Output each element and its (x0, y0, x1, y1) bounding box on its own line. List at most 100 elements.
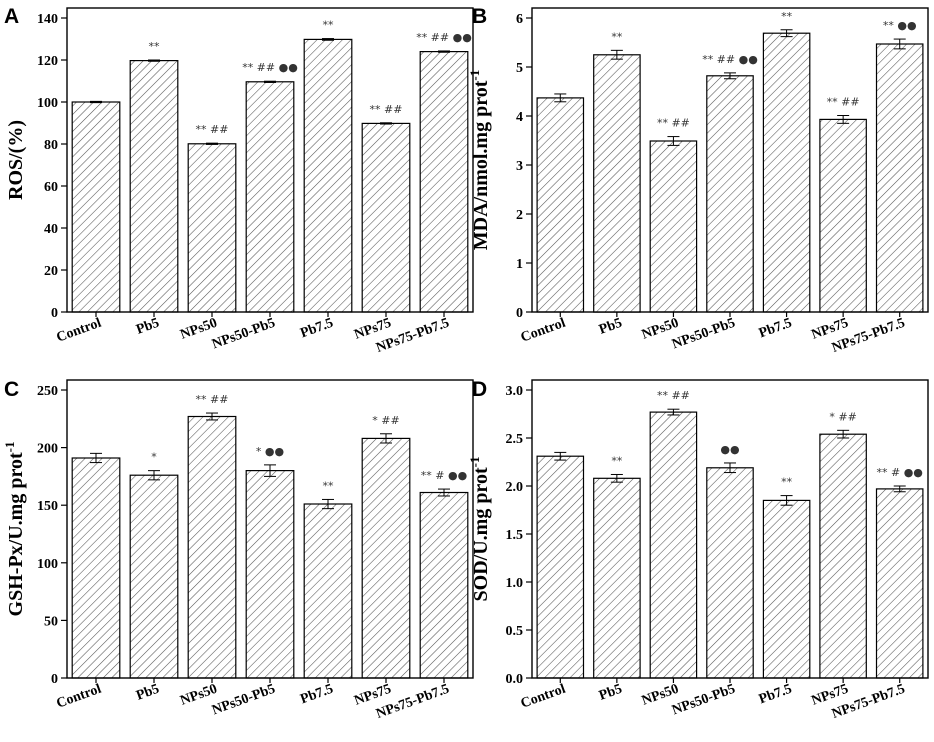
panel-letter: A (4, 5, 19, 28)
bar-nps50-pb5 (706, 75, 754, 313)
error-bar (893, 38, 906, 50)
error-bar (90, 100, 102, 104)
y-axis-title-text: GSH-Px/U.mg prot (5, 452, 27, 616)
bar-pb5 (129, 474, 179, 679)
significance-label: * ## (829, 410, 856, 423)
error-bar (148, 59, 160, 62)
bar-nps75 (361, 437, 411, 679)
bar-nps75 (819, 118, 867, 313)
y-tick-label: 0.0 (506, 672, 524, 687)
y-tick-label: 6 (516, 12, 523, 27)
bar-pb5 (593, 477, 641, 679)
y-tick-label: 250 (37, 384, 58, 399)
significance-label: ** (149, 40, 161, 53)
significance-label: ** (611, 455, 623, 468)
y-tick-label: 3 (516, 159, 523, 174)
error-bar (90, 452, 102, 464)
error-bar (148, 470, 160, 481)
y-axis-title-text: SOD/U.mg prot (470, 467, 492, 601)
x-tick-label: Pb5 (597, 682, 624, 704)
y-tick-label: 80 (44, 138, 58, 153)
y-axis-title: SOD/U.mg prot-1 (467, 457, 492, 602)
panel-letter: C (4, 378, 19, 401)
error-bar (554, 451, 567, 461)
bar-nps50 (187, 143, 237, 313)
significance-label: ** ## (657, 389, 690, 402)
y-axis-title: ROS/(%) (5, 120, 27, 200)
significance-label: ** (323, 479, 335, 492)
bar-nps75-pb7-5 (419, 50, 469, 313)
error-bar (322, 498, 334, 510)
y-tick-label: 140 (37, 12, 58, 27)
y-tick-label: 5 (516, 61, 523, 76)
y-tick-label: 1 (516, 257, 523, 272)
y-tick-label: 100 (37, 96, 58, 111)
y-tick-label: 120 (37, 54, 58, 69)
y-tick-label: 150 (37, 499, 58, 514)
bar-nps50-pb5 (245, 470, 295, 679)
bar-nps75-pb7-5 (419, 491, 469, 679)
error-bar (893, 485, 906, 493)
y-axis-title-text: ROS/(%) (5, 120, 27, 200)
bar-control (71, 457, 121, 679)
error-bar (264, 80, 276, 83)
bar-control (536, 455, 585, 679)
y-axis-title-superscript: -1 (2, 442, 17, 453)
error-bar (206, 142, 218, 145)
y-tick-label: 40 (44, 222, 58, 237)
bar-nps75-pb7-5 (875, 43, 924, 313)
x-tick-label: Control (519, 682, 568, 712)
significance-label: ** ## (657, 117, 690, 130)
x-tick-label: NPs50-Pb5 (210, 682, 277, 719)
y-tick-label: 3.0 (506, 384, 524, 399)
significance-label: ** ## (196, 393, 229, 406)
bar-nps75-pb7-5 (875, 488, 924, 679)
panel-letter: B (472, 5, 487, 28)
x-tick-label: NPs50-Pb5 (210, 316, 277, 353)
error-bar (322, 38, 334, 41)
bar-nps50-pb5 (245, 81, 295, 313)
significance-label: ** (781, 476, 793, 489)
significance-label: * (151, 451, 157, 464)
error-bar (724, 72, 736, 80)
axes-frame (66, 379, 474, 679)
axes-frame (531, 7, 929, 313)
y-tick-label: 1.5 (506, 528, 524, 543)
bar-control (71, 101, 121, 313)
significance-label: ** ## (370, 103, 403, 116)
bar-pb7-5 (762, 499, 811, 679)
bar-pb7-5 (303, 503, 353, 679)
y-tick-label: 2.0 (506, 480, 524, 495)
axes-frame (66, 7, 474, 313)
error-bar (438, 488, 450, 497)
x-tick-label: Pb7.5 (757, 316, 794, 342)
error-bar (667, 408, 680, 416)
x-tick-label: Pb5 (134, 682, 161, 704)
x-tick-label: Pb7.5 (757, 682, 794, 708)
y-axis-title: MDA/nmol.mg prot-1 (467, 70, 492, 250)
error-bar (610, 49, 623, 60)
bar-nps50 (649, 411, 698, 679)
y-tick-label: 0.5 (506, 624, 524, 639)
error-bar (780, 29, 793, 38)
error-bar (837, 429, 850, 439)
error-bar (380, 122, 392, 125)
bar-nps50 (187, 415, 237, 679)
bar-control (536, 97, 585, 313)
error-bar (380, 433, 392, 444)
error-bar (438, 50, 450, 53)
bar-pb7-5 (762, 32, 811, 313)
y-axis-title-text: MDA/nmol.mg prot (470, 80, 492, 250)
error-bar (780, 495, 793, 506)
significance-label: ** ## (827, 96, 860, 109)
y-tick-label: 1.0 (506, 576, 524, 591)
y-tick-label: 4 (516, 110, 523, 125)
y-axis-title: GSH-Px/U.mg prot-1 (2, 442, 27, 617)
significance-label: * ## (372, 414, 399, 427)
panel-letter: D (472, 378, 487, 401)
bar-nps75 (361, 122, 411, 313)
